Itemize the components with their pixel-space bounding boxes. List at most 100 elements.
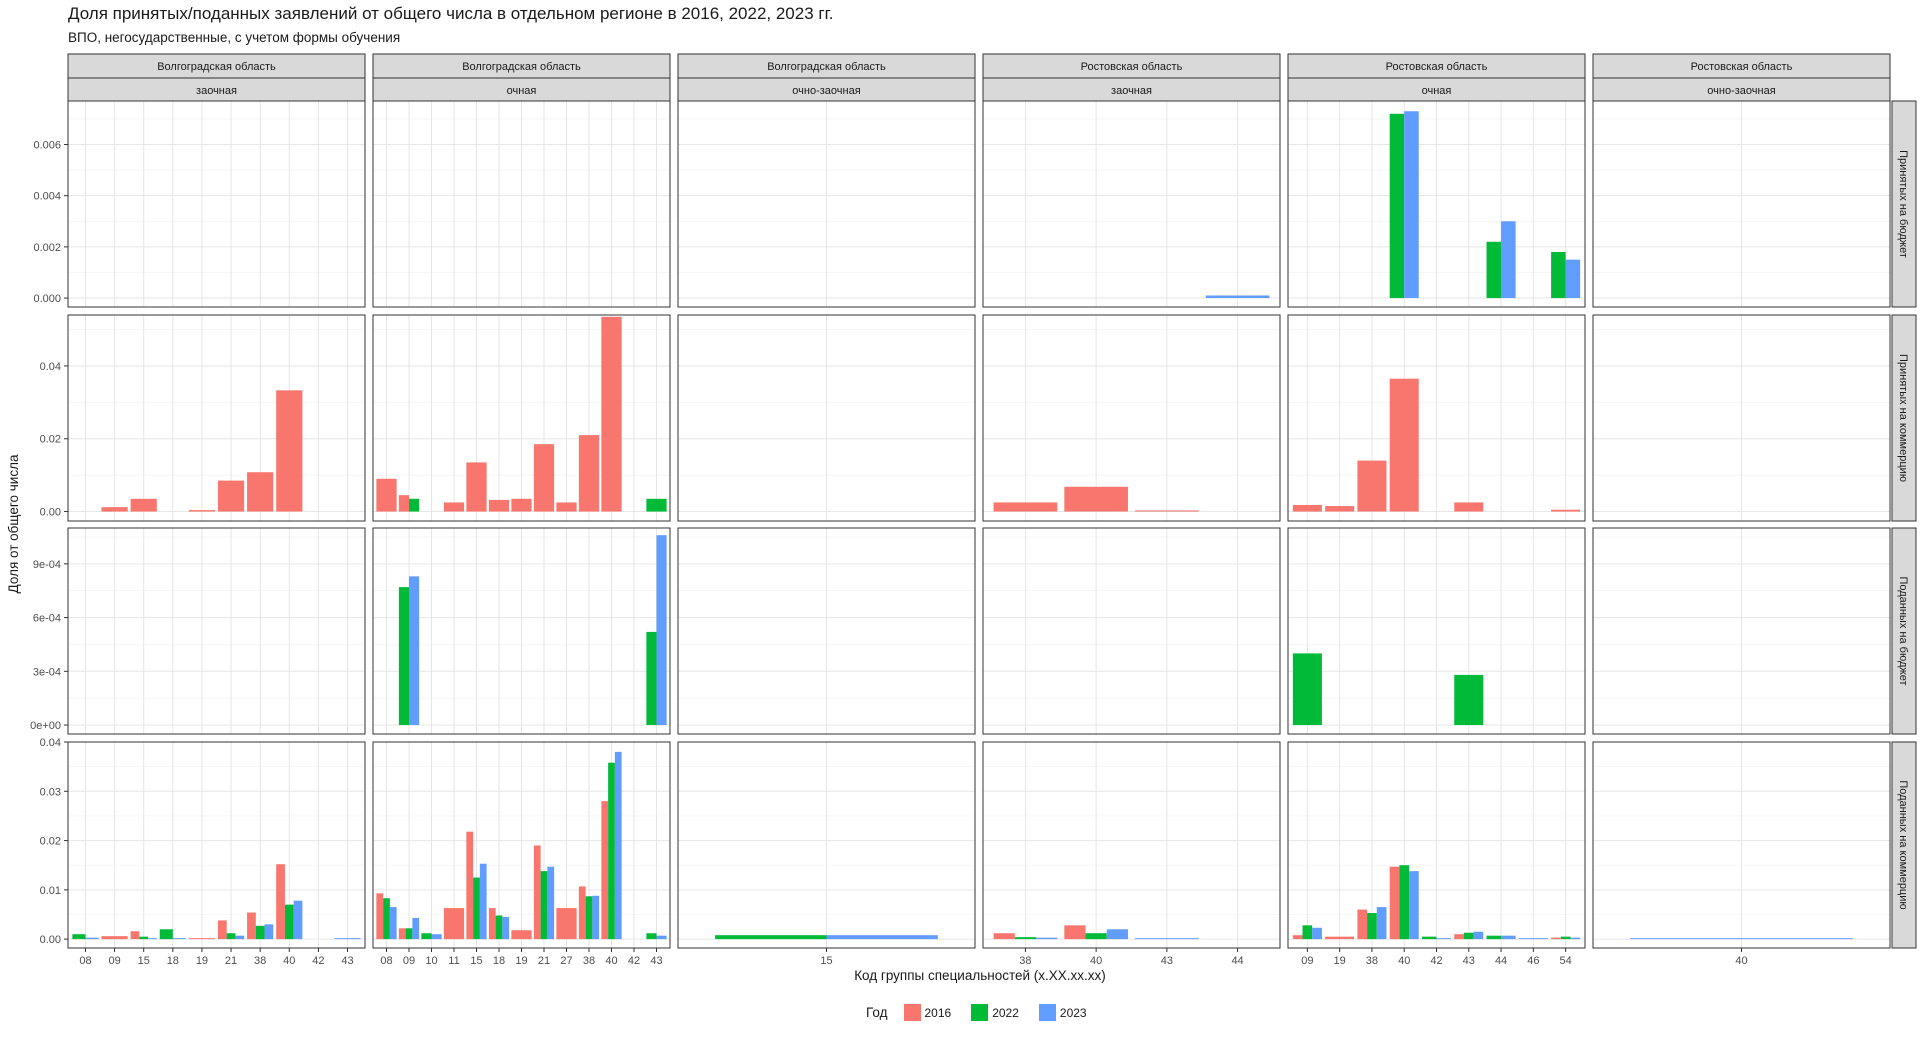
y-tick-label: 9e-04: [33, 559, 61, 571]
bar-2016: [578, 886, 586, 940]
legend: Год 2016 2022 2023: [866, 1004, 1099, 1021]
strip-region: [1592, 53, 1891, 79]
strip-region-label: Волгоградская область: [462, 61, 581, 73]
x-tick-label: 38: [583, 955, 595, 967]
bar-2016: [1389, 866, 1400, 940]
panel-border: [67, 741, 366, 949]
bar-2016: [130, 931, 140, 940]
strip-row-label: Поданных на бюджет: [1897, 576, 1909, 685]
strip-form: [1287, 77, 1586, 103]
panel-background: [983, 101, 1280, 307]
x-tick-label: 08: [380, 955, 392, 967]
bar-2016: [1357, 909, 1368, 940]
x-tick-label: 42: [312, 955, 324, 967]
panel-border: [67, 100, 366, 308]
panel-border: [982, 314, 1281, 522]
x-tick-label: 43: [1463, 955, 1475, 967]
legend-label-2016: 2016: [924, 1005, 952, 1020]
bar-2023: [1404, 111, 1419, 299]
bar-2016: [511, 930, 532, 940]
panel: [1593, 741, 1890, 948]
bar-2022: [646, 933, 657, 940]
y-tick-label: 3e-04: [33, 666, 61, 678]
panel: [678, 101, 975, 307]
x-tick-label: 38: [254, 955, 266, 967]
panel: [68, 741, 365, 948]
bar-2022: [1389, 113, 1405, 299]
bar-2023: [334, 938, 361, 940]
bar-2023: [479, 863, 487, 940]
x-tick-label: 08: [79, 955, 91, 967]
bar-2016: [993, 502, 1058, 512]
panel-border: [982, 741, 1281, 949]
legend-title: Год: [866, 1005, 888, 1020]
panel-background: [68, 528, 365, 734]
panel: [1593, 528, 1890, 734]
strip-row-label: Принятых на бюджет: [1897, 150, 1909, 258]
bar-2022: [473, 877, 480, 940]
panel: [983, 528, 1280, 734]
panel-border: [677, 100, 976, 308]
bar-2016: [130, 498, 157, 512]
chart-title: Доля принятых/поданных заявлений от обще…: [68, 4, 834, 23]
bar-2022: [646, 631, 657, 726]
strip-region-label: Волгоградская область: [767, 61, 886, 73]
y-tick-label: 0.004: [33, 191, 61, 203]
bar-2016: [443, 502, 465, 512]
bar-2023: [1630, 938, 1853, 940]
panel-border: [982, 527, 1281, 735]
bar-2023: [1501, 221, 1516, 299]
strip-region-label: Ростовская область: [1081, 61, 1183, 73]
bar-2016: [533, 444, 555, 512]
x-tick-label: 42: [1430, 955, 1442, 967]
x-tick-label: 40: [1398, 955, 1410, 967]
panel: [983, 315, 1280, 521]
bar-2023: [1565, 259, 1581, 299]
panel-background: [68, 101, 365, 307]
panel: [1288, 528, 1585, 734]
x-tick-label: 44: [1231, 955, 1243, 967]
y-tick-label: 0.04: [40, 361, 61, 373]
x-tick-label: 21: [538, 955, 550, 967]
strip-region-label: Волгоградская область: [157, 61, 276, 73]
legend-key-2022: [971, 1004, 989, 1021]
panel: [68, 101, 365, 307]
bar-2022: [139, 936, 149, 940]
x-tick-label: 15: [470, 955, 482, 967]
x-tick-label: 18: [167, 955, 179, 967]
bar-2022: [405, 928, 413, 940]
bar-2023: [293, 900, 303, 940]
bar-2023: [264, 924, 274, 940]
panel: [1288, 741, 1585, 948]
strip-region: [1287, 53, 1586, 79]
x-tick-label: 43: [341, 955, 353, 967]
y-tick-label: 0.02: [40, 434, 61, 446]
panel: [373, 315, 670, 521]
strip-row-label: Принятых на коммерцию: [1897, 354, 1909, 482]
legend-item-2022: 2022: [971, 1004, 1019, 1021]
bar-2023: [1205, 295, 1270, 299]
x-tick-label: 40: [1090, 955, 1102, 967]
panel-border: [372, 314, 671, 522]
bar-2016: [1551, 937, 1561, 940]
panel-border: [372, 100, 671, 308]
panel-border: [677, 314, 976, 522]
bar-2023: [1436, 938, 1452, 940]
bar-2022: [1454, 674, 1484, 726]
x-tick-label: 19: [196, 955, 208, 967]
y-axis-title: Доля от общего числа: [6, 454, 21, 593]
panel: [983, 741, 1280, 948]
bar-2023: [389, 907, 397, 940]
bar-2023: [235, 935, 245, 940]
bar-2016: [188, 938, 216, 940]
bar-2016: [533, 845, 541, 940]
y-tick-label: 0.04: [40, 737, 61, 749]
bar-2016: [1389, 378, 1419, 512]
bar-2023: [1501, 935, 1516, 940]
panel-background: [68, 315, 365, 521]
bar-2016: [247, 912, 256, 940]
bar-2022: [255, 925, 265, 940]
bar-2016: [578, 435, 600, 512]
bar-2016: [466, 462, 487, 512]
x-tick-label: 46: [1527, 955, 1539, 967]
